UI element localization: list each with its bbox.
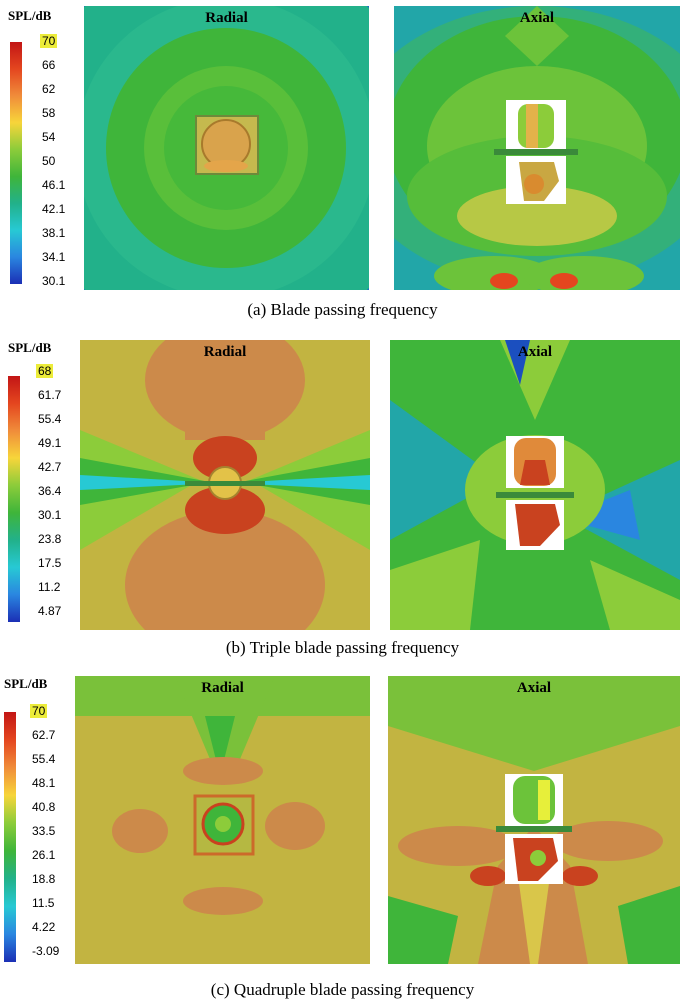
colorbar: [10, 42, 22, 284]
tick-label: 58: [42, 106, 56, 120]
tick-label: 55.4: [32, 752, 56, 766]
panel-title-radial: Radial: [203, 344, 247, 360]
figure-c: SPL/dB 70 62.7 55.4 48.1 40.8 33.5 26.1 …: [0, 668, 685, 1003]
tick-label: 48.1: [32, 776, 56, 790]
tick-label: 33.5: [32, 824, 56, 838]
axial-contour-panel: Axial: [390, 340, 680, 630]
figure-b: SPL/dB 68 61.7 55.4 49.1 42.7 36.4 30.1 …: [0, 330, 685, 665]
radial-contour-panel: Radial: [75, 676, 370, 964]
panel-title-radial: Radial: [205, 10, 248, 26]
axial-contour-panel: Axial: [394, 6, 680, 290]
radial-contour-map: [75, 676, 370, 964]
tick-label: 26.1: [32, 848, 56, 862]
panel-title-axial: Axial: [517, 344, 553, 360]
tick-label: 70: [40, 34, 58, 48]
axial-contour-map: [394, 6, 680, 290]
tick-label: 50: [42, 154, 56, 168]
panel-title-radial: Radial: [201, 680, 244, 696]
legend-title: SPL/dB: [4, 676, 48, 691]
tick-label: 68: [36, 364, 54, 378]
figure-caption: (a) Blade passing frequency: [247, 300, 438, 319]
radial-contour-map: [84, 6, 369, 290]
tick-label: 42.1: [42, 202, 66, 216]
figure-caption: (c) Quadruple blade passing frequency: [210, 980, 475, 999]
tick-label: 49.1: [38, 436, 62, 450]
radial-contour-map: [80, 340, 370, 630]
tick-label: 36.4: [38, 484, 62, 498]
tick-label: 34.1: [42, 250, 66, 264]
tick-label: 38.1: [42, 226, 66, 240]
figure-caption: (b) Triple blade passing frequency: [225, 638, 460, 657]
tick-label: 30.1: [38, 508, 62, 522]
axial-contour-map: [388, 676, 680, 964]
radial-contour-panel: Radial: [80, 340, 370, 630]
colorbar: [8, 376, 20, 622]
tick-label: 4.22: [32, 920, 56, 934]
axial-contour-map: [390, 340, 680, 630]
tick-label: 70: [30, 704, 48, 718]
tick-label: -3.09: [32, 944, 60, 958]
tick-label: 62.7: [32, 728, 56, 742]
tick-label: 54: [42, 130, 56, 144]
tick-label: 23.8: [38, 532, 62, 546]
tick-label: 42.7: [38, 460, 62, 474]
tick-label: 11.2: [38, 580, 61, 594]
tick-label: 46.1: [42, 178, 66, 192]
tick-label: 11.5: [32, 896, 55, 910]
tick-label: 61.7: [38, 388, 62, 402]
axial-contour-panel: Axial: [388, 676, 680, 964]
colorbar: [4, 712, 16, 962]
tick-label: 62: [42, 82, 56, 96]
tick-label: 66: [42, 58, 56, 72]
tick-label: 55.4: [38, 412, 62, 426]
figure-a: SPL/dB 70 66 62 58 54 50 46.1 42.1 38.1 …: [0, 0, 685, 330]
tick-label: 18.8: [32, 872, 56, 886]
tick-label: 17.5: [38, 556, 62, 570]
tick-label: 40.8: [32, 800, 56, 814]
tick-label: 4.87: [38, 604, 62, 618]
legend-title: SPL/dB: [8, 340, 52, 355]
radial-contour-panel: Radial: [84, 6, 369, 290]
tick-label: 30.1: [42, 274, 66, 288]
panel-title-axial: Axial: [519, 10, 555, 26]
panel-title-axial: Axial: [516, 680, 552, 696]
legend-title: SPL/dB: [8, 8, 52, 23]
